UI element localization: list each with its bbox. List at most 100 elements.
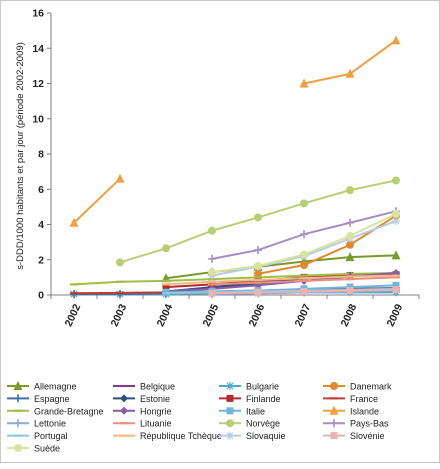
legend-marker [330,419,338,428]
data-point [345,252,355,262]
data-point [115,173,125,183]
legend-label: Italie [246,406,265,416]
legend-item: Pays-Bas [323,419,389,429]
data-point [391,35,401,45]
data-point [300,230,308,239]
y-tick-label: 16 [32,8,44,20]
y-tick-label: 10 [32,113,44,125]
legend-label: Lituanie [140,419,172,429]
legend-label: Slovaquie [246,431,286,441]
data-point [392,176,400,185]
legend-item: République Tchèque [113,431,222,441]
series-line [165,274,397,286]
legend-label: Estonie [140,394,170,404]
data-point [162,244,170,253]
legend-item: Espagne [7,394,70,404]
legend-item: Danemark [323,382,392,392]
data-point [162,283,170,291]
legend-item: France [323,394,378,404]
series-Norvège [116,176,400,267]
legend-item: Norvège [219,419,280,429]
legend-label: Allemagne [34,382,77,392]
legend-marker [226,419,234,428]
legend-label: Portugal [34,431,68,441]
legend-marker [226,394,234,402]
x-tick-label: 2003 [109,302,130,328]
series-Grande-Bretagne [70,271,400,286]
data-point [208,268,216,277]
legend-item: Allemagne [7,381,77,392]
legend-marker [120,394,128,403]
y-tick-label: 4 [38,219,44,231]
x-tick-label: 2006 [247,302,268,328]
series-Islande [69,35,401,227]
legend-marker [14,394,22,403]
legend-marker [14,444,22,452]
data-point [254,213,262,222]
legend-label: Danemark [350,382,392,392]
legend-item: Lituanie [113,419,172,429]
series-line [73,177,121,224]
legend-marker [226,382,234,390]
legend-marker [13,381,23,390]
y-tick-label: 14 [32,43,44,55]
legend-label: Bulgarie [246,382,279,392]
legend: Allemagne Belgique Bulgarie Danemark Espagne… [7,381,392,454]
data-point [69,217,79,227]
legend-label: Grande-Bretagne [34,406,104,416]
series-République Tchèque [162,274,400,286]
data-point [254,261,262,270]
y-tick-label: 6 [38,184,44,196]
legend-item: Italie [219,406,265,416]
x-tick-label: 2004 [155,302,176,328]
data-point [346,218,354,227]
series-line [165,254,397,280]
data-point [254,269,262,278]
x-tick-label: 2008 [339,302,360,328]
data-point [345,68,355,78]
data-point [300,287,308,295]
legend-marker [330,432,338,440]
legend-item: Finlande [219,394,281,404]
legend-label: Suède [34,444,60,454]
data-point [346,186,354,195]
series-line [73,271,397,286]
legend-label: Pays-Bas [350,419,389,429]
x-tick-label: 2002 [63,302,84,328]
legend-item: Belgique [113,382,175,392]
data-point [346,240,354,249]
legend-marker [120,406,128,415]
data-point [208,226,216,235]
x-tick-label: 2009 [385,302,406,328]
legend-label: Islande [350,406,379,416]
data-point [299,78,309,88]
x-tick-label: 2005 [201,302,222,328]
data-point [254,288,262,296]
data-point [300,199,308,208]
y-tick-label: 12 [32,78,44,90]
legend-marker [330,382,338,390]
legend-marker [329,405,339,415]
data-point [392,216,400,225]
data-point [391,250,401,260]
y-tick-label: 8 [38,149,44,161]
data-point [208,254,216,263]
data-point [254,246,262,255]
legend-marker [226,407,234,415]
legend-item: Hongrie [113,406,172,416]
data-point [208,289,216,297]
data-point [346,283,354,291]
legend-item: Slovaquie [219,431,286,441]
legend-label: Hongrie [140,406,172,416]
series-Suède [208,209,400,277]
legend-item: Islande [323,405,379,416]
legend-label: France [350,394,378,404]
legend-label: Norvège [246,419,280,429]
legend-item: Lettonie [7,419,66,429]
data-point [346,231,354,240]
data-point [300,261,308,270]
legend-label: Belgique [140,382,175,392]
series-Lituanie [208,276,400,286]
